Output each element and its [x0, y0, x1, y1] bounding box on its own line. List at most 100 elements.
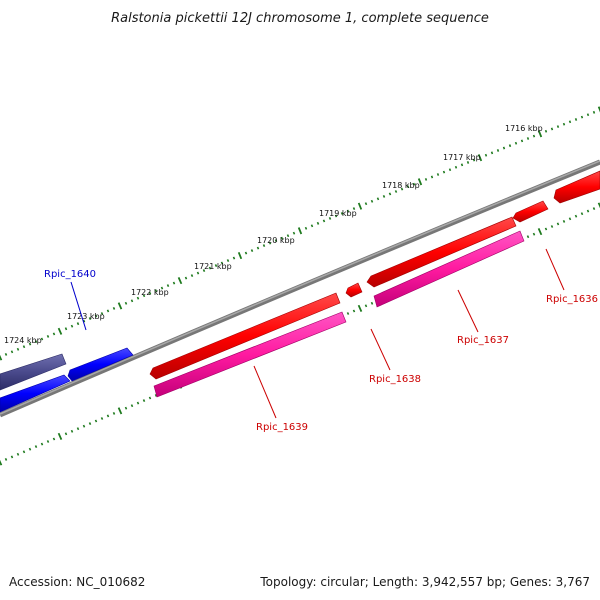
- outer-ring-minor-tick: [214, 264, 218, 268]
- outer-ring-minor-tick: [232, 256, 236, 260]
- outer-ring-minor-tick: [148, 291, 152, 295]
- outer-ring-minor-tick: [514, 141, 518, 145]
- outer-ring-minor-tick: [94, 314, 98, 318]
- outer-ring-minor-tick: [208, 266, 212, 270]
- inner-ring-major-tick: [537, 228, 543, 236]
- outer-ring-major-tick: [357, 202, 363, 210]
- feature-rpic-1638-cds[interactable]: [366, 216, 517, 288]
- forward-features: [0, 170, 600, 391]
- inner-ring-minor-tick: [46, 440, 50, 443]
- outer-ring-minor-tick: [364, 202, 368, 206]
- outer-ring-minor-tick: [556, 125, 560, 128]
- feature-rpic-1637-rna[interactable]: [373, 230, 525, 308]
- outer-ring-minor-tick: [286, 234, 290, 238]
- outer-ring-minor-tick: [130, 299, 134, 303]
- outer-ring-minor-tick: [586, 113, 590, 117]
- outer-ring-minor-tick: [22, 345, 26, 349]
- inner-ring-major-tick: [357, 304, 363, 312]
- inner-ring-minor-tick: [52, 437, 56, 441]
- outer-ring-major-tick: [537, 130, 543, 138]
- outer-ring-minor-tick: [292, 231, 296, 235]
- outer-ring-minor-tick: [592, 110, 596, 114]
- gene-label-rpic-1640[interactable]: Rpic_1640: [44, 269, 96, 280]
- inner-ring-minor-tick: [526, 235, 530, 239]
- feature-rpic-1639-cds[interactable]: [149, 292, 341, 380]
- gene-label-rpic-1638[interactable]: Rpic_1638: [369, 374, 421, 385]
- inner-ring-major-tick: [597, 202, 600, 209]
- outer-ring-minor-tick: [172, 281, 176, 285]
- outer-ring-minor-tick: [82, 319, 86, 323]
- inner-ring-minor-tick: [82, 424, 86, 428]
- outer-ring-minor-tick: [328, 216, 332, 220]
- outer-ring-minor-tick: [52, 332, 56, 336]
- outer-ring-minor-tick: [154, 289, 158, 293]
- tick-label-1717: 1717 kbp: [443, 153, 481, 162]
- feature-rpic-1639-rna[interactable]: [153, 311, 347, 398]
- inner-ring-major-tick: [117, 407, 123, 415]
- outer-ring-minor-tick: [532, 134, 536, 138]
- outer-ring-minor-tick: [226, 259, 230, 263]
- feature-rpic-1640-rna[interactable]: [0, 374, 71, 413]
- gene-labels: Rpic_1636 Rpic_1637 Rpic_1638 Rpic_1639 …: [44, 269, 598, 433]
- outer-ring-minor-tick: [568, 120, 572, 124]
- outer-ring-minor-tick: [136, 296, 140, 300]
- inner-ring-minor-tick: [592, 207, 596, 211]
- inner-ring-minor-tick: [22, 450, 26, 454]
- outer-ring-minor-tick: [256, 246, 260, 250]
- outer-ring-minor-tick: [76, 322, 80, 326]
- outer-ring-major-tick: [237, 251, 243, 260]
- outer-ring-minor-tick: [490, 151, 494, 155]
- gene-label-rpic-1637[interactable]: Rpic_1637: [457, 335, 509, 346]
- inner-ring-minor-tick: [40, 442, 44, 446]
- inner-ring-minor-tick: [562, 219, 566, 223]
- outer-ring-minor-tick: [340, 212, 344, 215]
- outer-ring-minor-tick: [520, 139, 524, 143]
- gene-label-rpic-1636[interactable]: Rpic_1636: [546, 294, 598, 305]
- leader-rpic-1640: [70, 281, 87, 331]
- outer-ring-minor-tick: [472, 158, 476, 162]
- outer-ring-minor-tick: [322, 219, 326, 223]
- outer-ring-minor-tick: [346, 209, 350, 213]
- inner-ring-minor-tick: [88, 422, 92, 426]
- tick-label-1720: 1720 kbp: [257, 236, 295, 245]
- outer-ring-minor-tick: [544, 129, 548, 133]
- feature-rpic-1636-cds-a[interactable]: [553, 170, 600, 204]
- inner-ring-minor-tick: [130, 404, 134, 408]
- outer-ring-minor-tick: [16, 347, 20, 351]
- outer-ring-minor-tick: [460, 163, 464, 167]
- tick-label-1716: 1716 kbp: [505, 124, 543, 133]
- outer-ring-minor-tick: [190, 274, 194, 278]
- inner-ring-minor-tick: [148, 396, 152, 400]
- outer-ring-minor-tick: [562, 122, 566, 126]
- chromosome-backbone: [0, 159, 600, 418]
- inner-ring-minor-tick: [580, 212, 584, 216]
- outer-ring-minor-tick: [424, 178, 428, 181]
- inner-ring-minor-tick: [94, 419, 98, 423]
- inner-ring-minor-tick: [106, 414, 110, 418]
- feature-operon-left[interactable]: [0, 353, 67, 391]
- outer-ring-minor-tick: [160, 286, 164, 290]
- outer-ring-minor-tick: [184, 276, 188, 280]
- leader-rpic-1636: [545, 248, 565, 291]
- inner-ring-minor-tick: [352, 309, 356, 313]
- outer-ring-minor-tick: [304, 226, 308, 230]
- reverse-features: [0, 230, 525, 413]
- feature-rpic-1637-cds[interactable]: [512, 200, 549, 223]
- outer-ring-minor-tick: [376, 197, 380, 201]
- tick-label-1722: 1722 kbp: [131, 288, 169, 297]
- outer-ring-minor-tick: [394, 190, 398, 193]
- outer-ring-minor-tick: [4, 352, 8, 356]
- outer-ring-minor-tick: [64, 327, 68, 331]
- leader-rpic-1639: [253, 365, 277, 419]
- outer-ring-minor-tick: [388, 192, 392, 196]
- outer-ring-minor-tick: [280, 236, 284, 240]
- feature-rpic-1640-gene[interactable]: [67, 347, 134, 382]
- gene-label-rpic-1639[interactable]: Rpic_1639: [256, 422, 308, 433]
- inner-ring-minor-tick: [100, 417, 104, 420]
- inner-ring-major-tick: [0, 459, 3, 466]
- inner-ring-minor-tick: [28, 447, 32, 451]
- outer-ring-minor-tick: [508, 144, 512, 148]
- feature-rpic-1638-small-cds[interactable]: [345, 282, 363, 298]
- outer-ring-minor-tick: [202, 269, 206, 273]
- inner-ring-minor-tick: [10, 455, 14, 459]
